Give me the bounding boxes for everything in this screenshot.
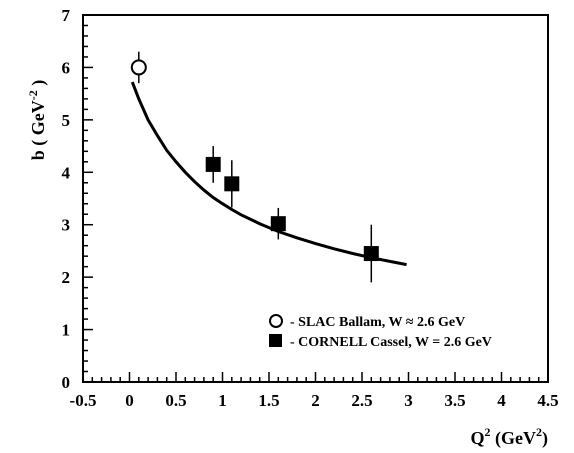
legend-label-cornell: - CORNELL Cassel, W = 2.6 GeV — [290, 335, 492, 350]
y-axis-tick-labels: 0 1 2 3 4 5 6 7 — [62, 6, 71, 392]
x-axis-label-unit-close: ) — [542, 428, 548, 449]
legend: - SLAC Ballam, W ≈ 2.6 GeV - CORNELL Cas… — [269, 314, 492, 350]
y-axis-ticks — [83, 14, 93, 383]
x-tick-label: 4 — [497, 391, 506, 410]
x-axis-label-unit-sup: 2 — [536, 425, 542, 439]
legend-open-circle-marker — [269, 314, 283, 328]
data-point-filled-square — [205, 156, 221, 172]
y-axis-label-close: ) — [28, 80, 49, 91]
y-tick-label: 0 — [62, 373, 71, 392]
legend-filled-square-marker — [269, 334, 282, 347]
y-tick-label: 7 — [62, 6, 71, 25]
y-tick-label: 5 — [62, 111, 71, 130]
x-axis-label-unit-open: (GeV — [491, 428, 536, 449]
x-tick-label: 0.5 — [165, 391, 186, 410]
fit-curve — [130, 81, 407, 267]
data-point-filled-square — [363, 246, 379, 262]
x-tick-label: 2.5 — [351, 391, 372, 410]
x-axis-tick-labels: -0.5 0 0.5 1 1.5 2 2.5 3 3.5 4 4.5 — [70, 391, 559, 410]
data-markers — [130, 51, 379, 283]
y-axis-label: b ( GeV-2 ) — [26, 80, 49, 161]
y-tick-label: 2 — [62, 268, 71, 287]
y-tick-label: 1 — [62, 321, 71, 340]
x-tick-label: 3 — [404, 391, 413, 410]
data-point-filled-square — [270, 216, 286, 232]
y-tick-label: 3 — [62, 216, 71, 235]
y-axis-label-sup: -2 — [26, 90, 40, 100]
y-tick-label: 6 — [62, 58, 71, 77]
x-tick-label: 4.5 — [537, 391, 558, 410]
x-tick-label: 2 — [311, 391, 320, 410]
x-tick-label: 0 — [125, 391, 134, 410]
legend-label-slac: - SLAC Ballam, W ≈ 2.6 GeV — [290, 315, 465, 330]
data-point-filled-square — [224, 176, 240, 192]
x-tick-label: 3.5 — [444, 391, 465, 410]
x-axis-label: Q2 (GeV2) — [471, 425, 549, 449]
y-axis-label-main: b ( GeV — [28, 100, 49, 160]
x-axis-label-sup: 2 — [485, 425, 491, 439]
x-tick-label: 1 — [218, 391, 227, 410]
x-axis-ticks — [82, 372, 549, 382]
data-point-open-circle — [130, 59, 147, 76]
x-axis-label-main: Q — [471, 428, 485, 448]
y-tick-label: 4 — [62, 163, 71, 182]
x-tick-label: -0.5 — [70, 391, 97, 410]
x-tick-label: 1.5 — [258, 391, 279, 410]
